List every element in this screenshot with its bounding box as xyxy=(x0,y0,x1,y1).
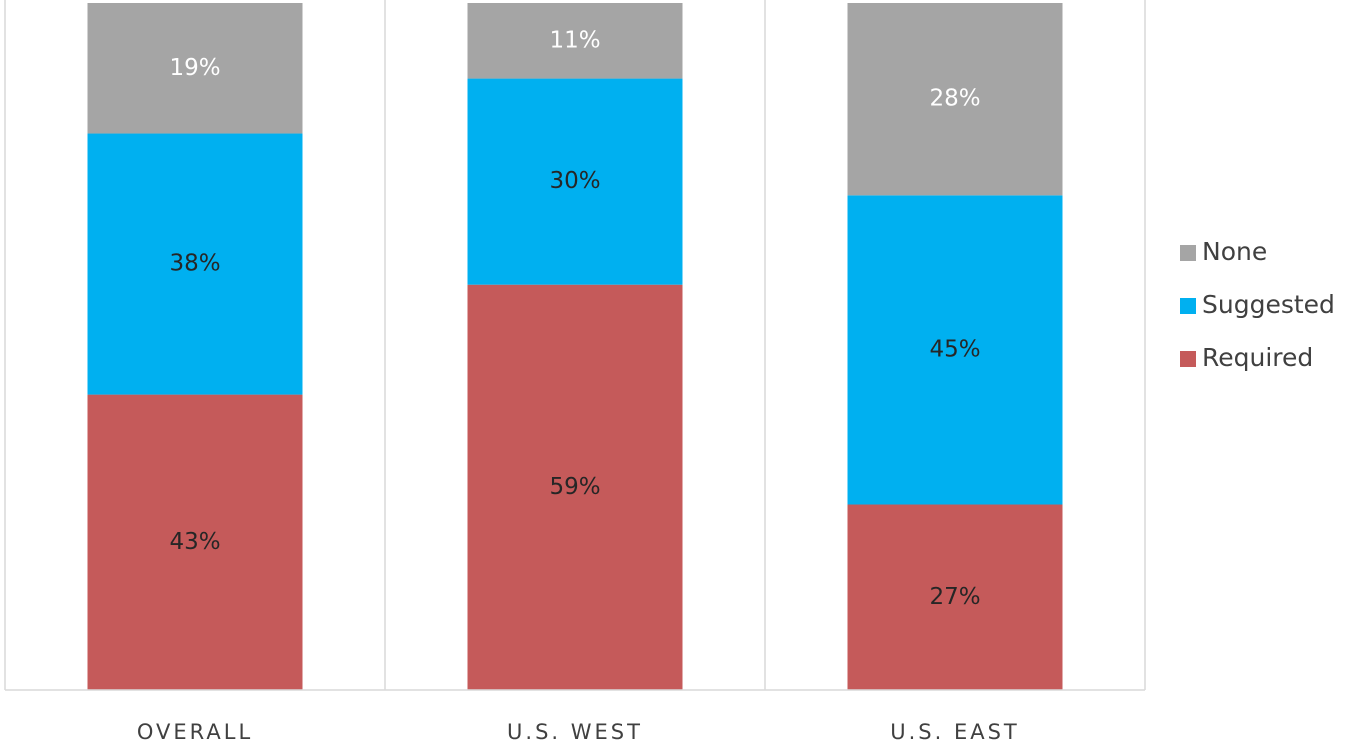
bar-segment xyxy=(87,133,303,395)
bar-segment xyxy=(467,284,683,690)
legend-swatch xyxy=(1180,298,1196,314)
bar-segment xyxy=(847,3,1063,196)
bar-segment xyxy=(847,504,1063,690)
x-tick-label: U.S. EAST xyxy=(890,720,1020,744)
legend-label: None xyxy=(1202,237,1267,266)
legend-swatch xyxy=(1180,351,1196,367)
legend-label: Required xyxy=(1202,343,1313,372)
data-label: 19% xyxy=(169,55,220,81)
legend-label: Suggested xyxy=(1202,290,1335,319)
data-label: 28% xyxy=(929,86,980,112)
x-tick-label: OVERALL xyxy=(137,720,253,744)
bar-segment xyxy=(847,195,1063,505)
data-label: 30% xyxy=(549,168,600,194)
bar-segment xyxy=(87,394,303,690)
data-label: 11% xyxy=(549,27,600,53)
data-label: 27% xyxy=(929,584,980,610)
bar-segment xyxy=(467,78,683,285)
data-label: 43% xyxy=(169,529,220,555)
bar-segment xyxy=(87,3,303,134)
bar-segment xyxy=(467,3,683,79)
data-label: 59% xyxy=(549,474,600,500)
data-label: 38% xyxy=(169,251,220,277)
legend-swatch xyxy=(1180,245,1196,261)
x-tick-label: U.S. WEST xyxy=(507,720,643,744)
data-label: 45% xyxy=(929,336,980,362)
